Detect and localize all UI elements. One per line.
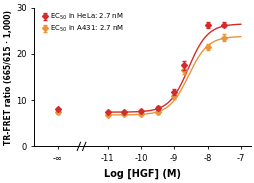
Y-axis label: TR-FRET ratio (665/615 · 1,000): TR-FRET ratio (665/615 · 1,000) <box>4 10 13 145</box>
Legend: EC$_{50}$ in HeLa: 2.7 nM, EC$_{50}$ in A431: 2.7 nM: EC$_{50}$ in HeLa: 2.7 nM, EC$_{50}$ in … <box>42 11 124 35</box>
X-axis label: Log [HGF] (M): Log [HGF] (M) <box>104 169 180 179</box>
